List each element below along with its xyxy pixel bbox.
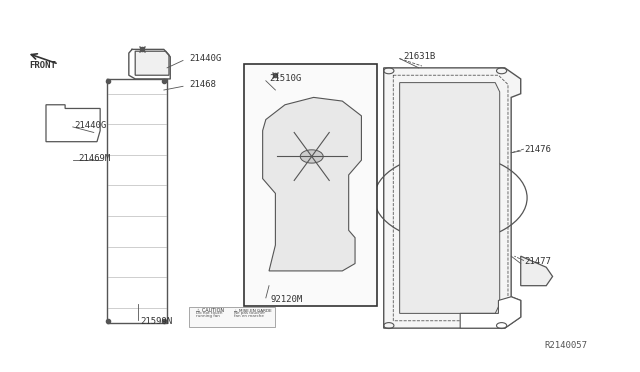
Text: 21631B: 21631B [403,52,435,61]
Text: Do not touch: Do not touch [196,311,222,315]
Text: 21477: 21477 [524,257,551,266]
Text: 21468: 21468 [189,80,216,89]
Text: ⚠ CAUTION: ⚠ CAUTION [196,308,224,312]
Polygon shape [262,97,362,271]
Circle shape [300,150,323,163]
Polygon shape [135,51,169,75]
Text: 21440G: 21440G [75,121,107,129]
Polygon shape [521,256,552,286]
Text: ⚠ MISE EN GARDE: ⚠ MISE EN GARDE [234,308,272,312]
Text: FRONT: FRONT [29,61,56,70]
Polygon shape [460,297,521,328]
Text: 21476: 21476 [524,145,551,154]
Bar [244,64,378,306]
Text: R2140057: R2140057 [545,341,588,350]
Text: Ne pas toucher: Ne pas toucher [234,311,265,315]
Text: 21599N: 21599N [140,317,173,326]
Text: running fan: running fan [196,314,220,318]
Text: 92120M: 92120M [270,295,303,304]
Text: 21469M: 21469M [78,154,110,163]
Bar [189,307,275,327]
Polygon shape [384,68,521,328]
Polygon shape [399,83,500,313]
Text: fan en marche: fan en marche [234,314,264,318]
Text: 21440G: 21440G [189,54,221,63]
Text: 21510G: 21510G [269,74,301,83]
